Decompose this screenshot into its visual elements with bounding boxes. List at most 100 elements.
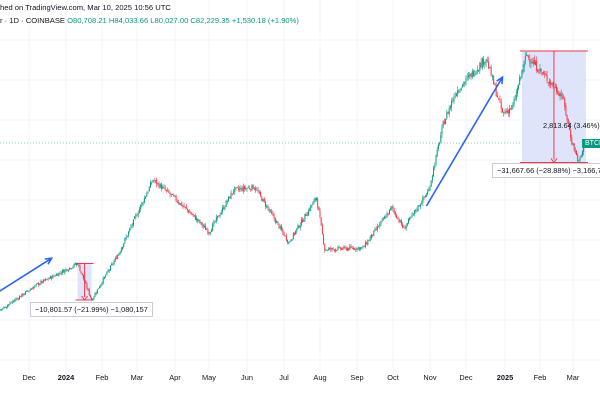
candle-body-240	[246, 188, 248, 190]
candle-body-138	[124, 238, 126, 243]
candle-body-426	[469, 74, 471, 77]
candle-body-83	[59, 272, 61, 274]
candle-body-127	[111, 264, 113, 266]
candle-body-268	[281, 226, 283, 230]
candle-body-152	[141, 202, 143, 206]
candle-body-156	[146, 193, 148, 197]
candle-body-42	[10, 302, 12, 304]
candle-body-216	[217, 215, 219, 218]
candle-body-201	[199, 220, 201, 224]
candle-body-145	[132, 219, 134, 226]
candle-body-407	[446, 112, 448, 119]
candle-body-251	[260, 192, 262, 196]
candle-body-399	[436, 149, 438, 157]
candle-body-279	[293, 233, 295, 235]
change-value: +1,530.18 (+1.90%)	[229, 16, 299, 25]
candle-body-504	[561, 96, 563, 98]
candle-body-318	[339, 247, 341, 250]
candle-body-291	[307, 210, 309, 216]
candle-body-147	[135, 215, 137, 218]
candle-body-143	[130, 226, 132, 229]
candle-body-275	[289, 241, 291, 243]
candle-body-217	[218, 215, 220, 217]
candle-body-68	[41, 281, 43, 283]
candle-body-429	[473, 70, 475, 76]
candle-body-465	[516, 88, 518, 94]
candle-body-148	[136, 215, 138, 217]
candle-body-56	[27, 290, 29, 292]
candle-body-59	[30, 288, 32, 290]
candle-body-207	[206, 229, 208, 231]
candle-body-101	[80, 271, 82, 273]
candle-body-178	[173, 194, 175, 197]
candle-body-449	[498, 97, 500, 99]
candle-body-212	[212, 224, 214, 231]
candle-body-448	[496, 95, 498, 98]
candle-body-70	[44, 279, 46, 281]
candle-body-266	[278, 223, 280, 229]
candle-body-170	[163, 186, 165, 188]
candle-body-317	[338, 246, 340, 248]
candle-body-123	[106, 271, 108, 276]
candle-body-231	[235, 187, 237, 189]
candle-body-171	[164, 187, 166, 190]
candle-body-391	[427, 191, 429, 195]
candle-body-51	[21, 293, 23, 297]
candle-body-43	[11, 301, 13, 303]
candle-body-487	[541, 72, 543, 74]
candle-body-286	[302, 219, 304, 223]
candle-body-309	[329, 248, 331, 250]
candle-body-267	[279, 226, 281, 229]
candle-body-93	[71, 267, 73, 269]
candle-body-308	[327, 248, 329, 251]
candle-body-276	[290, 240, 292, 242]
candle-body-202	[200, 222, 202, 224]
candle-body-63	[35, 283, 37, 285]
candle-body-294	[311, 204, 313, 206]
candle-body-252	[261, 196, 263, 201]
candle-body-224	[226, 201, 228, 202]
candle-body-210	[209, 231, 211, 234]
candle-body-38	[5, 306, 7, 309]
candle-body-235	[240, 187, 242, 190]
candle-body-458	[509, 108, 511, 114]
candle-body-356	[385, 216, 387, 218]
candle-body-134	[119, 251, 121, 254]
x-tick-2: Feb	[96, 373, 109, 382]
candle-body-146	[134, 216, 136, 219]
candle-body-273	[286, 240, 288, 243]
candle-body-47	[16, 298, 18, 300]
candle-body-241	[247, 187, 249, 189]
candle-body-405	[443, 121, 445, 125]
candle-body-401	[439, 142, 441, 145]
candle-body-498	[554, 86, 556, 88]
candle-body-236	[241, 188, 243, 191]
candle-body-58	[29, 289, 31, 291]
candle-body-262	[273, 215, 275, 219]
candle-body-149	[137, 213, 139, 216]
candle-body-345	[372, 234, 374, 236]
candle-body-336	[361, 247, 363, 249]
candle-body-325	[348, 247, 350, 250]
candle-body-435	[480, 62, 482, 68]
candle-body-264	[276, 221, 278, 224]
candle-body-361	[391, 206, 393, 209]
candle-body-451	[500, 101, 502, 110]
candle-body-433	[478, 69, 480, 72]
candle-body-414	[454, 95, 456, 97]
candle-body-199	[197, 218, 199, 221]
candle-body-186	[182, 205, 184, 207]
candle-body-312	[332, 248, 334, 250]
candle-body-223	[225, 200, 227, 207]
candle-body-165	[157, 183, 159, 184]
candle-body-477	[530, 62, 532, 64]
candle-body-96	[74, 264, 76, 265]
candle-body-228	[231, 193, 233, 195]
candle-body-392	[428, 189, 430, 192]
candle-body-164	[156, 179, 158, 185]
candle-body-180	[175, 196, 177, 201]
candle-body-338	[363, 246, 365, 248]
candle-body-71	[45, 278, 47, 281]
candle-body-260	[271, 211, 273, 214]
